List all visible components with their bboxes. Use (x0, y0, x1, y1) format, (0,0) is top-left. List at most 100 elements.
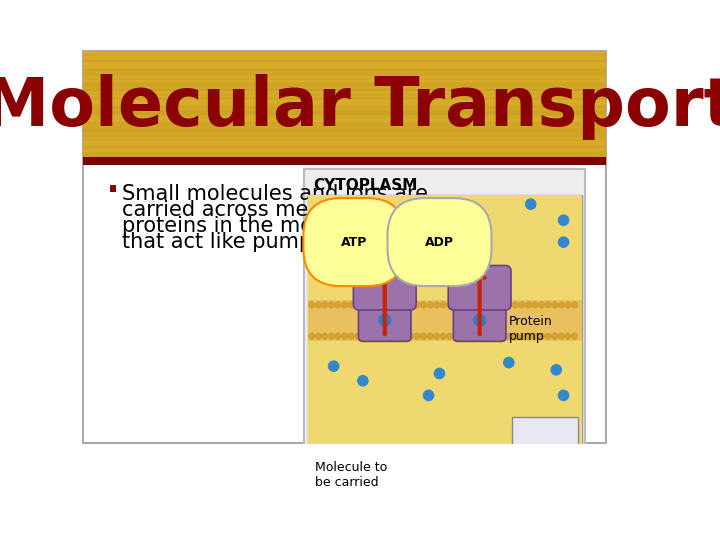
Bar (84, 139, 606, 141)
Bar (84, 67, 606, 69)
Circle shape (322, 333, 328, 339)
Circle shape (559, 237, 569, 247)
Bar (84, 158, 606, 165)
Bar (84, 159, 606, 161)
Bar (84, 71, 606, 73)
Circle shape (335, 333, 341, 339)
FancyBboxPatch shape (454, 300, 506, 341)
Circle shape (504, 357, 514, 368)
Bar (84, 119, 606, 122)
Circle shape (519, 302, 525, 308)
Circle shape (395, 333, 400, 339)
Circle shape (440, 302, 446, 308)
Circle shape (513, 333, 518, 339)
Circle shape (355, 333, 361, 339)
Circle shape (358, 376, 368, 386)
Bar (84, 104, 606, 106)
Bar (84, 63, 606, 65)
Circle shape (440, 333, 446, 339)
Bar (84, 141, 606, 144)
Circle shape (559, 390, 569, 401)
Circle shape (539, 302, 544, 308)
Circle shape (433, 333, 439, 339)
Circle shape (454, 302, 459, 308)
Circle shape (526, 199, 536, 210)
Text: Protein
pump: Protein pump (509, 315, 552, 343)
Circle shape (355, 302, 361, 308)
Text: Molecular Transport: Molecular Transport (0, 73, 720, 140)
Bar (84, 152, 606, 154)
Circle shape (486, 333, 492, 339)
Circle shape (572, 333, 577, 339)
Circle shape (408, 333, 413, 339)
Circle shape (401, 302, 407, 308)
Bar (84, 51, 606, 160)
Bar (84, 82, 606, 84)
Circle shape (480, 333, 485, 339)
Bar (84, 157, 606, 159)
Bar (84, 69, 606, 71)
Bar (308, 454, 582, 476)
Circle shape (433, 302, 439, 308)
Bar (84, 89, 606, 91)
Bar (84, 113, 606, 115)
Circle shape (381, 302, 387, 308)
Bar (305, 169, 585, 461)
Circle shape (473, 302, 479, 308)
Bar (84, 132, 606, 134)
Bar (308, 341, 582, 454)
Circle shape (532, 302, 538, 308)
Circle shape (309, 302, 315, 308)
Circle shape (401, 333, 407, 339)
Circle shape (342, 302, 348, 308)
Bar (84, 106, 606, 109)
Bar (84, 134, 606, 137)
Circle shape (492, 302, 499, 308)
Circle shape (379, 314, 390, 326)
Circle shape (361, 333, 367, 339)
Circle shape (473, 333, 479, 339)
Bar (84, 115, 606, 117)
Bar (84, 80, 606, 82)
Bar (84, 111, 606, 113)
Bar (84, 109, 606, 111)
Bar (109, 185, 116, 192)
Circle shape (460, 302, 466, 308)
Circle shape (315, 333, 321, 339)
Circle shape (374, 333, 380, 339)
Bar (84, 53, 606, 56)
Circle shape (328, 302, 334, 308)
Circle shape (348, 302, 354, 308)
Circle shape (434, 368, 444, 379)
Bar (84, 60, 606, 63)
Circle shape (492, 333, 499, 339)
Circle shape (565, 333, 571, 339)
Bar (84, 58, 606, 60)
Text: proteins in the membrane: proteins in the membrane (122, 216, 394, 236)
Circle shape (500, 302, 505, 308)
Circle shape (423, 390, 433, 401)
Circle shape (361, 302, 367, 308)
Bar (84, 56, 606, 58)
Circle shape (447, 333, 453, 339)
Bar (84, 65, 606, 67)
Bar (84, 76, 606, 78)
Text: ADP: ADP (425, 235, 454, 248)
Circle shape (420, 333, 426, 339)
Circle shape (322, 302, 328, 308)
Text: that act like pumps.: that act like pumps. (122, 232, 330, 252)
Circle shape (474, 314, 485, 326)
Circle shape (506, 302, 512, 308)
Circle shape (335, 302, 341, 308)
Circle shape (513, 302, 518, 308)
Text: Small molecules and ions are: Small molecules and ions are (122, 184, 428, 204)
Circle shape (519, 333, 525, 339)
Circle shape (387, 333, 394, 339)
Bar (308, 194, 582, 454)
Circle shape (387, 302, 394, 308)
Bar (308, 194, 582, 300)
FancyBboxPatch shape (354, 266, 416, 310)
Circle shape (342, 333, 348, 339)
Circle shape (551, 364, 562, 375)
Bar (84, 51, 606, 160)
